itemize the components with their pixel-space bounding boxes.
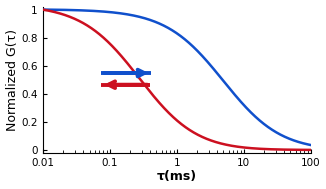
Y-axis label: Normalized G(τ): Normalized G(τ) [6,29,19,131]
X-axis label: τ(ms): τ(ms) [156,170,197,184]
